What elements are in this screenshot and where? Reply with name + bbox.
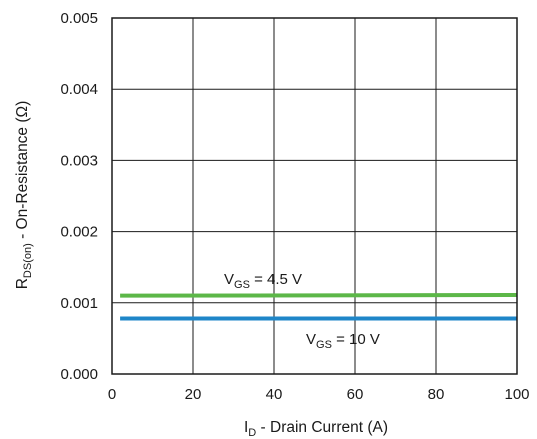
annotation-vgs-10-main: V [306, 331, 316, 348]
x-tick-label-2: 40 [266, 386, 283, 403]
y-axis-label-sub: DS(on) [22, 243, 34, 278]
y-axis-label: RDS(on) - On-Resistance (Ω) [14, 101, 34, 290]
series-lines [120, 292, 518, 321]
x-axis-label-main: I [244, 419, 248, 436]
x-tick-labels: 0 20 40 60 80 100 [108, 386, 530, 403]
x-tick-label-0: 0 [108, 386, 116, 403]
series-line-0 [120, 292, 518, 298]
y-tick-label-3: 0.003 [60, 152, 98, 169]
annotation-vgs-4-5-sub: GS [234, 279, 250, 291]
annotation-vgs-4-5-rest: = 4.5 V [250, 271, 302, 288]
annotation-vgs-10-rest: = 10 V [332, 331, 380, 348]
y-tick-label-0: 0.000 [60, 366, 98, 383]
y-tick-label-1: 0.001 [60, 295, 98, 312]
annotation-vgs-10-sub: GS [316, 339, 332, 351]
annotation-vgs-10-text: VGS = 10 V [306, 331, 380, 351]
grid [112, 18, 517, 374]
annotation-vgs-4-5-main: V [224, 271, 234, 288]
x-tick-label-3: 60 [347, 386, 364, 403]
y-tick-label-5: 0.005 [60, 10, 98, 27]
annotation-vgs-10: VGS = 10 V [306, 331, 380, 351]
plot-frame [111, 17, 518, 375]
x-axis-label: ID - Drain Current (A) [244, 419, 388, 439]
y-axis-label-main: R [14, 278, 31, 289]
y-tick-labels: 0.000 0.001 0.002 0.003 0.004 0.005 [60, 10, 98, 383]
x-tick-label-1: 20 [185, 386, 202, 403]
x-tick-label-4: 80 [428, 386, 445, 403]
x-tick-label-5: 100 [504, 386, 529, 403]
annotation-vgs-4-5-text: VGS = 4.5 V [224, 271, 302, 291]
x-axis-label-sub: D [248, 427, 256, 439]
x-axis-label-rest: - Drain Current (A) [256, 419, 388, 436]
y-axis-label-rest: - On-Resistance (Ω) [14, 101, 31, 244]
y-tick-label-4: 0.004 [60, 81, 98, 98]
annotation-vgs-4-5: VGS = 4.5 V [224, 271, 302, 291]
y-tick-label-2: 0.002 [60, 224, 98, 241]
